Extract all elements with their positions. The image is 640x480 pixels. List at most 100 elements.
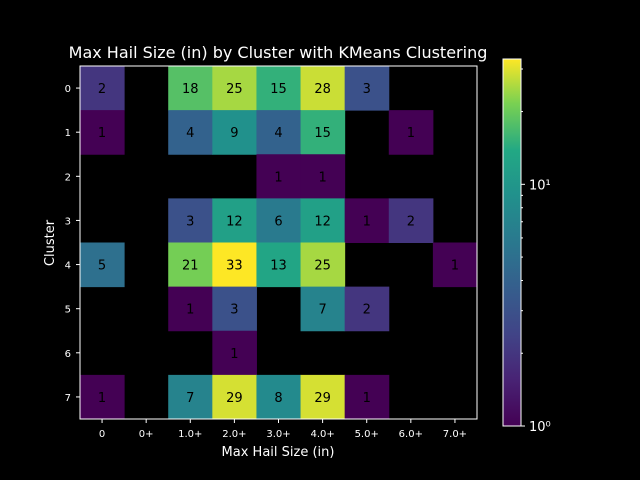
heatmap-cell — [300, 242, 346, 288]
colorbar — [502, 58, 522, 427]
cell-value-label: 1 — [274, 170, 282, 185]
heatmap-cell — [388, 110, 434, 155]
y-tick-label: 4 — [65, 261, 71, 272]
heatmap-cell — [212, 198, 257, 243]
cell-value-label: 15 — [314, 126, 331, 141]
cell-value-label: 29 — [226, 391, 243, 406]
heatmap-cell — [212, 286, 257, 332]
heatmap-cell — [256, 66, 302, 111]
x-tick-label: 2.0+ — [222, 429, 246, 440]
cell-value-label: 25 — [314, 259, 331, 274]
cell-value-label: 9 — [230, 126, 238, 141]
heatmap-cell — [212, 374, 257, 420]
cell-value-label: 12 — [314, 214, 331, 229]
cell-value-label: 1 — [363, 391, 371, 406]
cell-value-label: 1 — [407, 126, 415, 141]
x-tick-label: 4.0+ — [310, 429, 334, 440]
cell-value-label: 1 — [230, 347, 238, 362]
heatmap-cell — [256, 374, 302, 420]
colorbar-tick-label: 10¹ — [529, 178, 551, 193]
y-tick-label: 5 — [65, 305, 71, 316]
y-axis-label: Cluster — [43, 219, 58, 266]
x-tick-label: 7.0+ — [443, 429, 467, 440]
y-tick-label: 1 — [65, 128, 71, 139]
heatmap-cell — [212, 66, 257, 111]
heatmap-cell — [344, 66, 390, 111]
x-tick-label: 5.0+ — [355, 429, 379, 440]
heatmap-cell — [80, 110, 125, 155]
cell-value-label: 3 — [230, 303, 238, 318]
heatmap-cell — [344, 374, 390, 420]
cell-value-label: 3 — [186, 214, 194, 229]
y-tick-label: 0 — [65, 84, 71, 95]
cell-value-label: 2 — [98, 82, 106, 97]
heatmap-cell — [168, 110, 213, 155]
heatmap-cell — [300, 154, 346, 199]
cell-value-label: 4 — [186, 126, 194, 141]
x-tick-label: 6.0+ — [399, 429, 423, 440]
heatmap-cell — [300, 374, 346, 420]
x-axis-label: Max Hail Size (in) — [222, 445, 335, 460]
heatmap-cell — [212, 330, 257, 376]
x-tick-label: 0+ — [139, 429, 154, 440]
heatmap-cell — [212, 110, 257, 155]
y-tick-label: 2 — [65, 172, 71, 183]
colorbar-ticks: 10⁰ 10¹ — [521, 68, 551, 435]
heatmap-cell — [80, 66, 125, 111]
heatmap-cell — [256, 198, 302, 243]
heatmap-cells — [80, 66, 478, 420]
cell-value-label: 1 — [363, 214, 371, 229]
chart-title: Max Hail Size (in) by Cluster with KMean… — [69, 43, 488, 62]
x-tick-label: 0 — [99, 429, 105, 440]
cell-value-label: 28 — [314, 82, 331, 97]
heatmap-cell — [300, 66, 346, 111]
cell-value-label: 33 — [226, 259, 243, 274]
heatmap-cell — [432, 242, 478, 288]
cell-value-label: 5 — [98, 259, 106, 274]
heatmap-cell — [344, 286, 390, 332]
cell-value-label: 18 — [182, 82, 199, 97]
cell-value-label: 3 — [363, 82, 371, 97]
y-tick-label: 3 — [65, 216, 71, 227]
heatmap-cell — [80, 242, 125, 288]
heatmap-cell — [168, 242, 213, 288]
cell-value-label: 2 — [407, 214, 415, 229]
cell-value-label: 1 — [451, 259, 459, 274]
heatmap-cell — [388, 198, 434, 243]
cell-value-label: 6 — [274, 214, 282, 229]
heatmap-cell — [80, 374, 125, 420]
colorbar-tick-label: 10⁰ — [529, 420, 551, 435]
heatmap-cell — [256, 242, 302, 288]
cell-value-label: 7 — [318, 303, 326, 318]
x-ticks: 0 0+ 1.0+ 2.0+ 3.0+ 4.0+ 5.0+ 6.0+ 7.0+ — [99, 419, 467, 440]
cell-value-label: 1 — [318, 170, 326, 185]
cell-value-label: 1 — [98, 391, 106, 406]
heatmap-cell — [256, 110, 302, 155]
y-tick-label: 6 — [65, 349, 71, 360]
cell-value-label: 12 — [226, 214, 243, 229]
heatmap-cell — [256, 154, 302, 199]
x-tick-label: 3.0+ — [266, 429, 290, 440]
heatmap-cell — [168, 66, 213, 111]
cell-value-label: 15 — [270, 82, 287, 97]
cell-value-label: 8 — [274, 391, 282, 406]
heatmap-cell — [168, 374, 213, 420]
cell-value-label: 21 — [182, 259, 199, 274]
heatmap-cell — [212, 242, 257, 288]
heatmap-cell — [300, 110, 346, 155]
cell-value-label: 4 — [274, 126, 282, 141]
y-ticks: 0 1 2 3 4 5 6 7 — [65, 84, 80, 404]
cell-value-label: 13 — [270, 259, 287, 274]
cell-value-label: 7 — [186, 391, 194, 406]
x-tick-label: 1.0+ — [178, 429, 202, 440]
cell-value-label: 1 — [186, 303, 194, 318]
cell-value-label: 29 — [314, 391, 331, 406]
heatmap-cell — [168, 198, 213, 243]
cell-value-label: 1 — [98, 126, 106, 141]
heatmap-cell-labels: 2 18 25 15 28 31 4 9 4 15 11 13 12 6 12 1 25 21 33 13 25 11 3 7… — [98, 82, 459, 406]
heatmap-cell — [344, 198, 390, 243]
heatmap-cell — [300, 286, 346, 332]
y-tick-label: 7 — [65, 393, 71, 404]
heatmap-cell — [168, 286, 213, 332]
